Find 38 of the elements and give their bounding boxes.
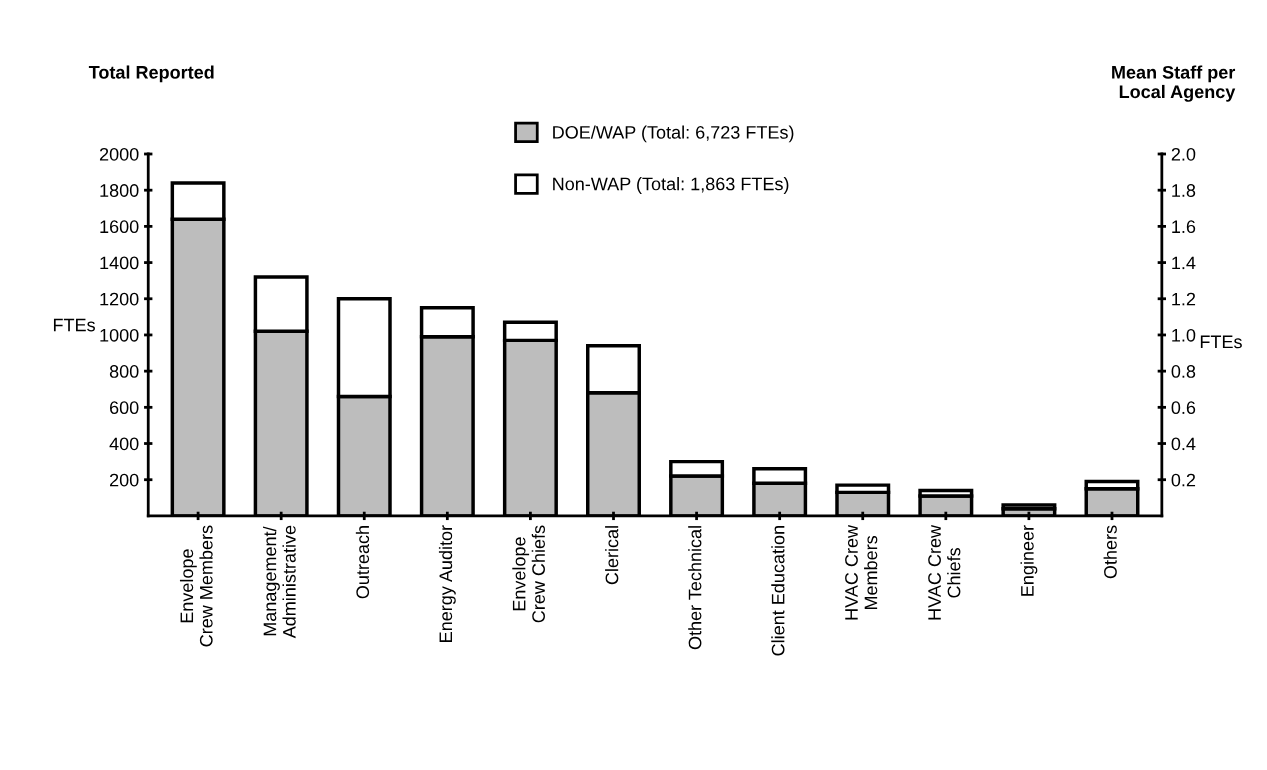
legend-label: Non-WAP (Total: 1,863 FTEs): [553, 177, 789, 194]
y2-tick-label: 1.0: [1172, 328, 1196, 342]
y-tick-label: 600: [110, 401, 139, 415]
y-tick-label: 1200: [100, 292, 139, 306]
x-tick-label: Clerical: [605, 526, 619, 585]
x-tick-label: Engineer: [1020, 525, 1038, 596]
y-tick-label: 1600: [100, 220, 139, 234]
y2-axis-title: FTEs: [1200, 335, 1242, 349]
y-tick-label: 1000: [100, 328, 139, 342]
x-tick-label: Others: [1103, 525, 1117, 579]
y2-tick-label: 0.8: [1171, 365, 1196, 378]
y-tick-label: 1400: [100, 256, 139, 270]
x-tick-label: Outreach: [355, 526, 370, 599]
y2-tick-label: 2.0: [1171, 147, 1196, 161]
x-tick-label: Other Technical: [688, 526, 702, 650]
legend-label: DOE/WAP (Total: 6,723 FTEs): [553, 125, 794, 143]
y-axis-title: FTEs: [53, 318, 95, 332]
y2-tick-label: 0.6: [1171, 401, 1196, 415]
text: Mean Staff per Local Agency: [1112, 65, 1236, 102]
y-tick-label: 800: [109, 365, 139, 378]
y2-tick-label: 1.6: [1172, 220, 1196, 234]
y-tick-label: 1800: [100, 184, 139, 197]
x-tick-label: Envelope Crew Members: [179, 525, 213, 647]
y-tick-label: 400: [109, 437, 139, 451]
text: Total Reported: [88, 65, 214, 83]
y2-tick-label: 1.4: [1172, 256, 1196, 270]
y-tick-label: 200: [110, 473, 139, 487]
y2-tick-label: 0.2: [1171, 473, 1196, 487]
x-tick-label: HVAC Crew Members: [845, 524, 878, 620]
y2-tick-label: 0.4: [1171, 437, 1196, 451]
y-tick-label: 2000: [99, 147, 139, 161]
x-tick-label: Client Education: [771, 526, 785, 656]
x-tick-label: Management/ Administrative: [263, 525, 296, 639]
x-tick-label: HVAC Crew Chiefs: [928, 524, 961, 620]
x-tick-label: Envelope Crew Chiefs: [512, 525, 545, 623]
x-tick-label: Energy Auditor: [438, 525, 456, 642]
y2-tick-label: 1.2: [1172, 292, 1196, 306]
y2-tick-label: 1.8: [1172, 184, 1196, 197]
